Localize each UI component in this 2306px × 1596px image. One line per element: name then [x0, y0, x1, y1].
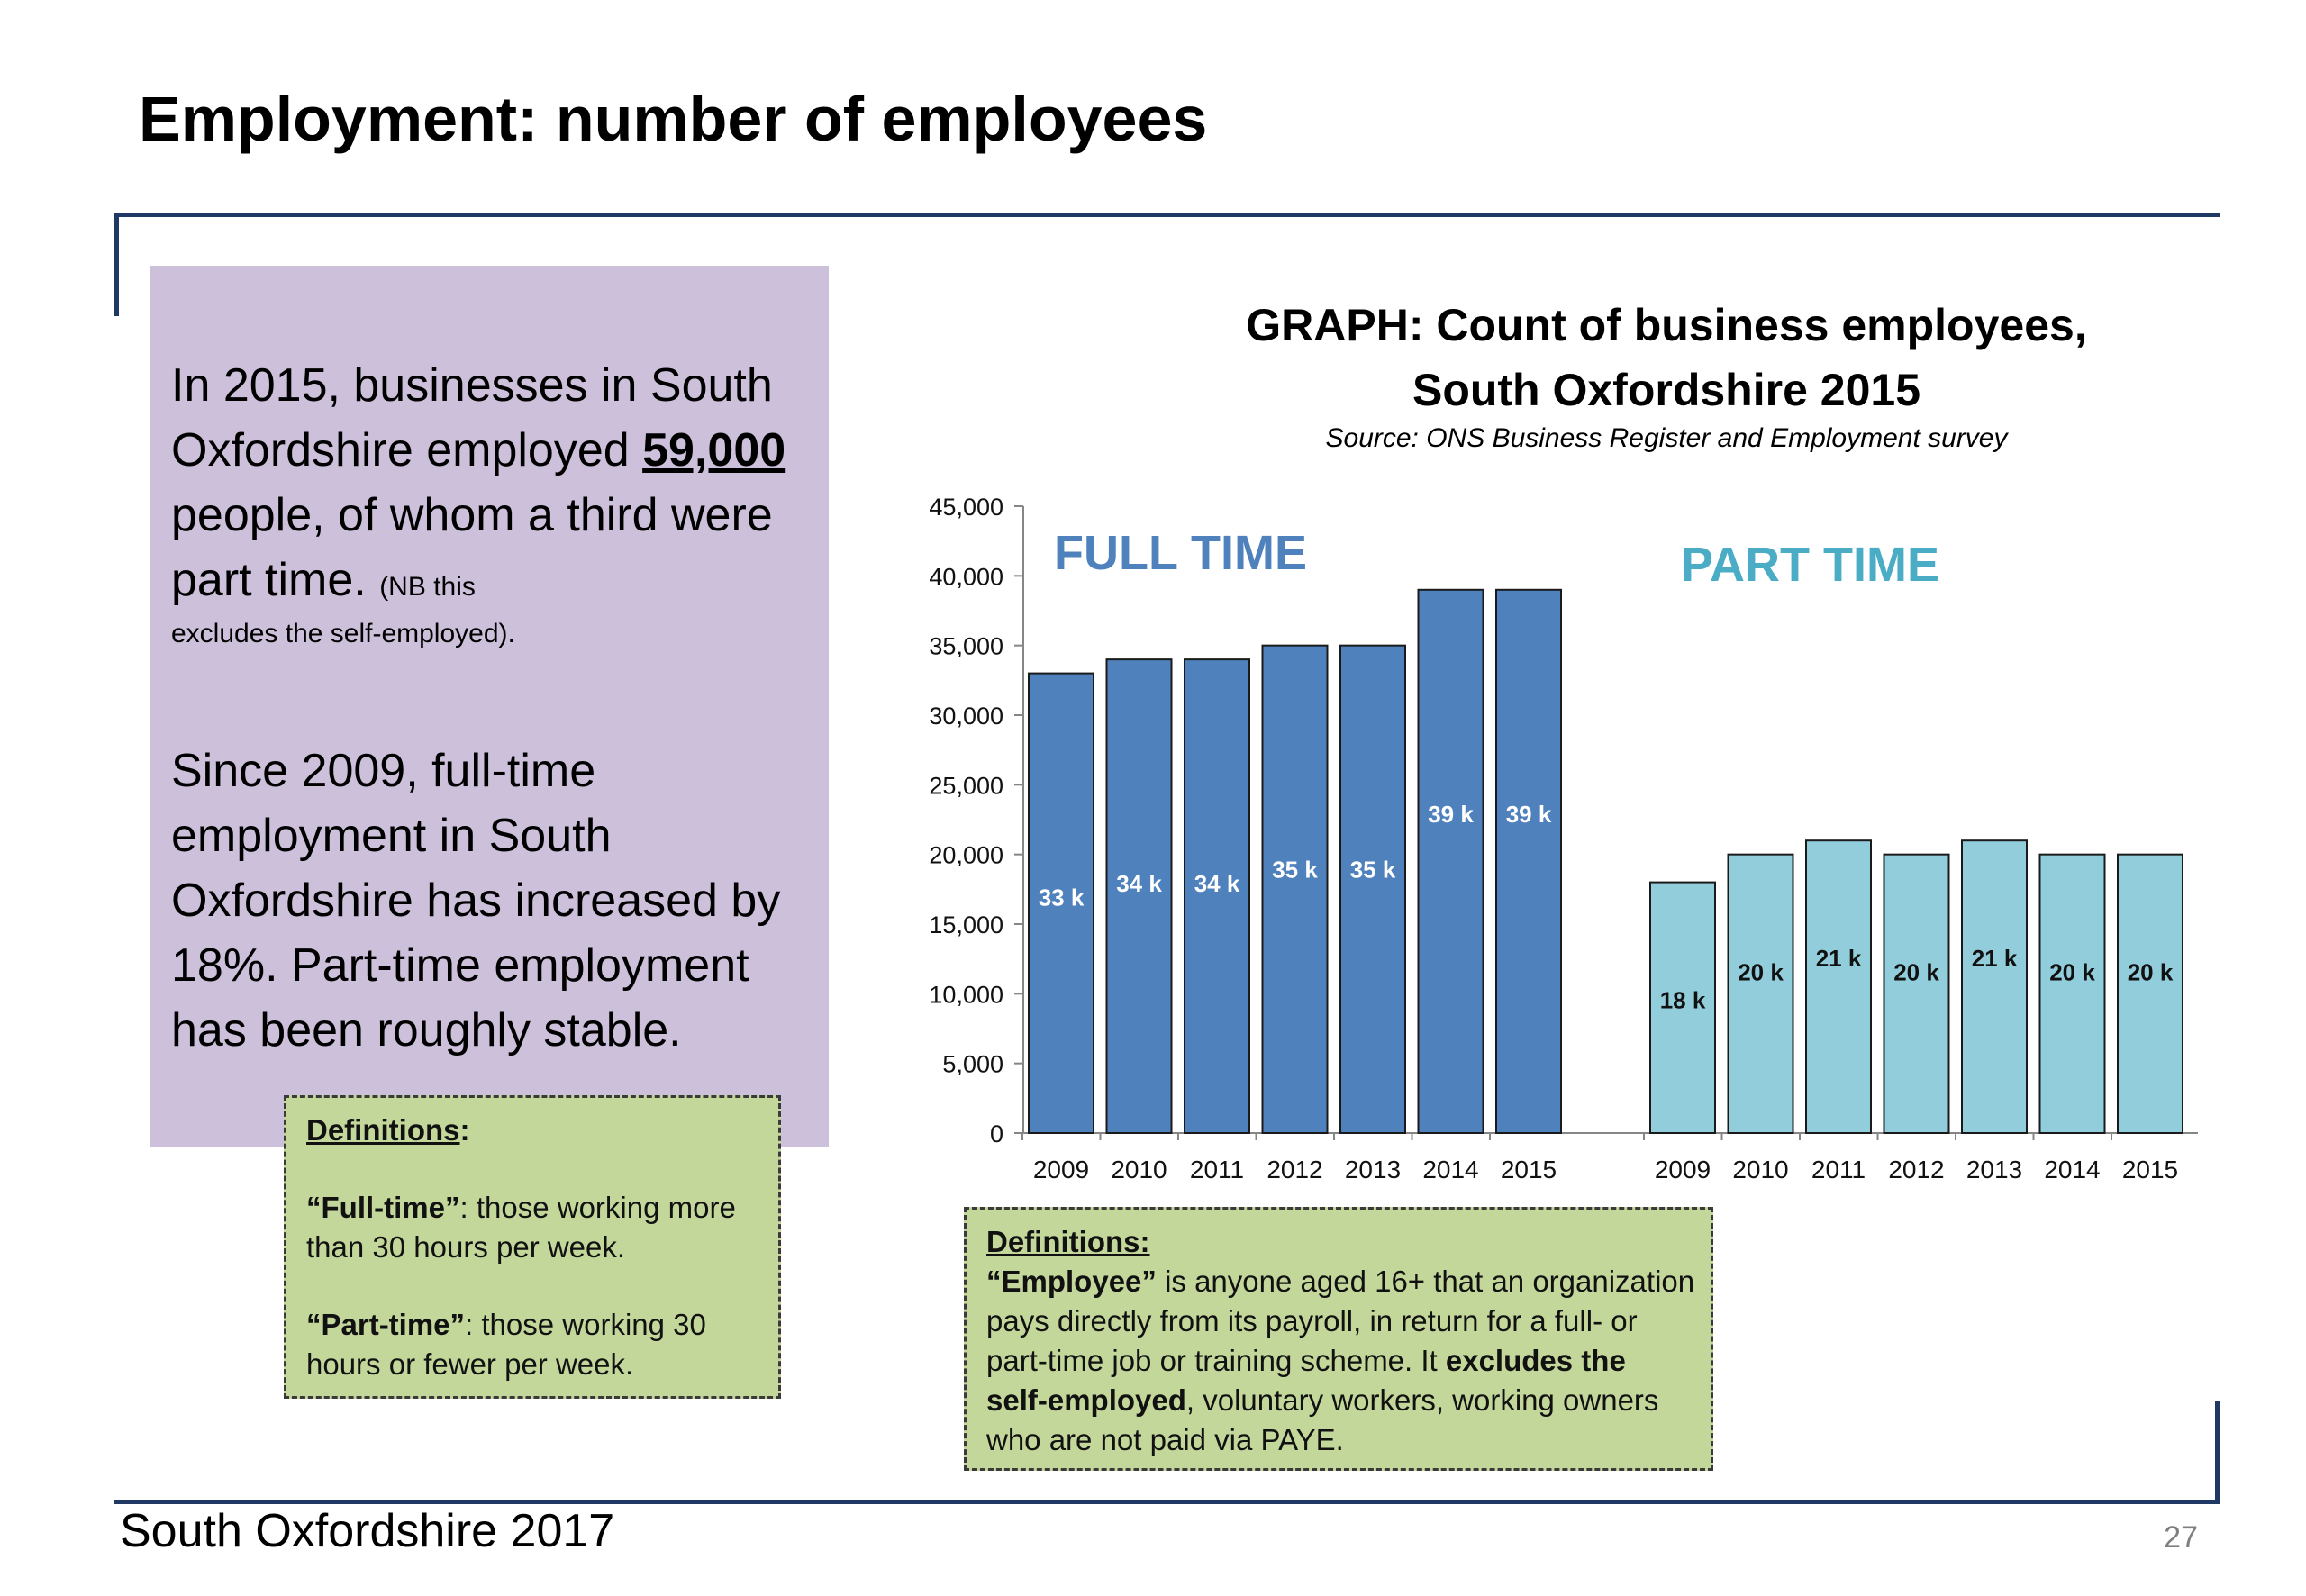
chart-title: GRAPH: Count of business employees, Sout… — [1153, 293, 2180, 422]
x-tick-label: 2013 — [1345, 1156, 1401, 1183]
bar — [1028, 672, 1094, 1134]
bar — [1495, 588, 1562, 1134]
bar — [1184, 658, 1250, 1134]
series-label-full-time: FULL TIME — [1054, 526, 1307, 580]
x-tick-label: 2015 — [1501, 1156, 1557, 1183]
summary-note-b: excludes the self-employed). — [171, 619, 515, 648]
data-label: 18 k — [1660, 987, 1706, 1014]
y-tick-label: 10,000 — [929, 981, 1003, 1008]
data-label: 39 k — [1506, 801, 1552, 828]
x-tick-label: 2012 — [1266, 1156, 1322, 1183]
page-number: 27 — [2164, 1520, 2198, 1555]
x-tick-label: 2012 — [1888, 1156, 1944, 1183]
bar — [2117, 853, 2183, 1135]
data-label: 20 k — [2128, 959, 2174, 986]
summary-panel — [150, 266, 829, 1147]
y-tick-label: 5,000 — [942, 1051, 1003, 1078]
bottom-divider — [114, 1500, 2220, 1504]
top-divider — [114, 213, 2220, 217]
data-label: 20 k — [1738, 959, 1784, 986]
bar — [1727, 853, 1794, 1135]
bar — [2038, 853, 2106, 1135]
y-tick-label: 30,000 — [929, 703, 1003, 730]
x-tick-label: 2009 — [1655, 1156, 1711, 1183]
bar — [1883, 853, 1950, 1135]
x-tick-label: 2010 — [1111, 1156, 1167, 1183]
definitions-heading-right: Definitions: — [986, 1225, 1150, 1258]
employee-total: 59,000 — [642, 424, 786, 476]
data-label: 21 k — [1972, 945, 2018, 972]
summary-text-a: In 2015, businesses in South Oxfordshire… — [171, 359, 773, 476]
bar — [1339, 644, 1406, 1134]
y-tick-label: 40,000 — [929, 563, 1003, 590]
x-tick-label: 2009 — [1033, 1156, 1089, 1183]
parttime-definition: “Part-time”: those working 30 — [306, 1308, 706, 1341]
data-label: 35 k — [1272, 857, 1318, 884]
employee-definition-line-1: “Employee” is anyone aged 16+ that an or… — [986, 1265, 1695, 1298]
y-tick-label: 20,000 — [929, 842, 1003, 869]
summary-paragraph-2: Since 2009, full-time employment in Sout… — [171, 745, 781, 1056]
bar — [1649, 881, 1716, 1134]
bar — [1105, 658, 1173, 1134]
y-tick-label: 25,000 — [929, 772, 1003, 799]
parttime-definition-cont: hours or fewer per week. — [306, 1347, 634, 1381]
footer-text: South Oxfordshire 2017 — [120, 1505, 615, 1557]
x-tick-label: 2014 — [1422, 1156, 1478, 1183]
bar — [1417, 588, 1484, 1134]
data-label: 21 k — [1816, 945, 1862, 972]
chart-title-line-1: GRAPH: Count of business employees, — [1246, 300, 2087, 350]
series-label-part-time: PART TIME — [1681, 538, 1939, 592]
chart-source: Source: ONS Business Register and Employ… — [1325, 423, 2008, 453]
x-tick-label: 2014 — [2044, 1156, 2100, 1183]
data-label: 35 k — [1350, 857, 1396, 884]
y-tick-label: 45,000 — [929, 494, 1003, 521]
employee-definition-line-5: who are not paid via PAYE. — [986, 1423, 1344, 1456]
summary-text-b: people, of whom a third were part time. — [171, 489, 773, 606]
chart-title-line-2: South Oxfordshire 2015 — [1412, 365, 1921, 415]
y-tick-label: 35,000 — [929, 633, 1003, 660]
y-tick-label: 15,000 — [929, 911, 1003, 939]
summary-paragraph-1: In 2015, businesses in South Oxfordshire… — [171, 353, 820, 652]
data-label: 34 k — [1194, 870, 1240, 897]
x-tick-label: 2010 — [1732, 1156, 1788, 1183]
definitions-heading-left: Definitions: — [306, 1113, 470, 1147]
bar — [1805, 839, 1872, 1134]
data-label: 33 k — [1039, 884, 1085, 911]
definitions-box-right: Definitions: “Employee” is anyone aged 1… — [964, 1207, 1713, 1471]
bar — [1261, 644, 1329, 1134]
y-tick-label: 0 — [990, 1120, 1003, 1147]
summary-note-a: (NB this — [379, 572, 476, 602]
left-bracket — [114, 213, 119, 316]
data-label: 39 k — [1428, 801, 1474, 828]
right-bracket — [2215, 1401, 2220, 1504]
page-title: Employment: number of employees — [139, 84, 1208, 154]
employee-definition-line-2: pays directly from its payroll, in retur… — [986, 1304, 1638, 1338]
definitions-box-left: Definitions: “Full-time”: those working … — [284, 1095, 781, 1399]
fulltime-definition: “Full-time”: those working more — [306, 1191, 736, 1224]
x-tick-label: 2013 — [1966, 1156, 2022, 1183]
x-tick-label: 2015 — [2122, 1156, 2178, 1183]
fulltime-definition-cont: than 30 hours per week. — [306, 1230, 626, 1264]
x-tick-label: 2011 — [1190, 1156, 1244, 1183]
data-label: 20 k — [2049, 959, 2095, 986]
data-label: 34 k — [1116, 870, 1162, 897]
employee-definition-line-3: part-time job or training scheme. It exc… — [986, 1344, 1626, 1377]
x-tick-label: 2011 — [1811, 1156, 1866, 1183]
bar — [1961, 839, 2028, 1134]
employee-definition-line-4: self-employed, voluntary workers, workin… — [986, 1383, 1659, 1417]
data-label: 20 k — [1893, 959, 1939, 986]
